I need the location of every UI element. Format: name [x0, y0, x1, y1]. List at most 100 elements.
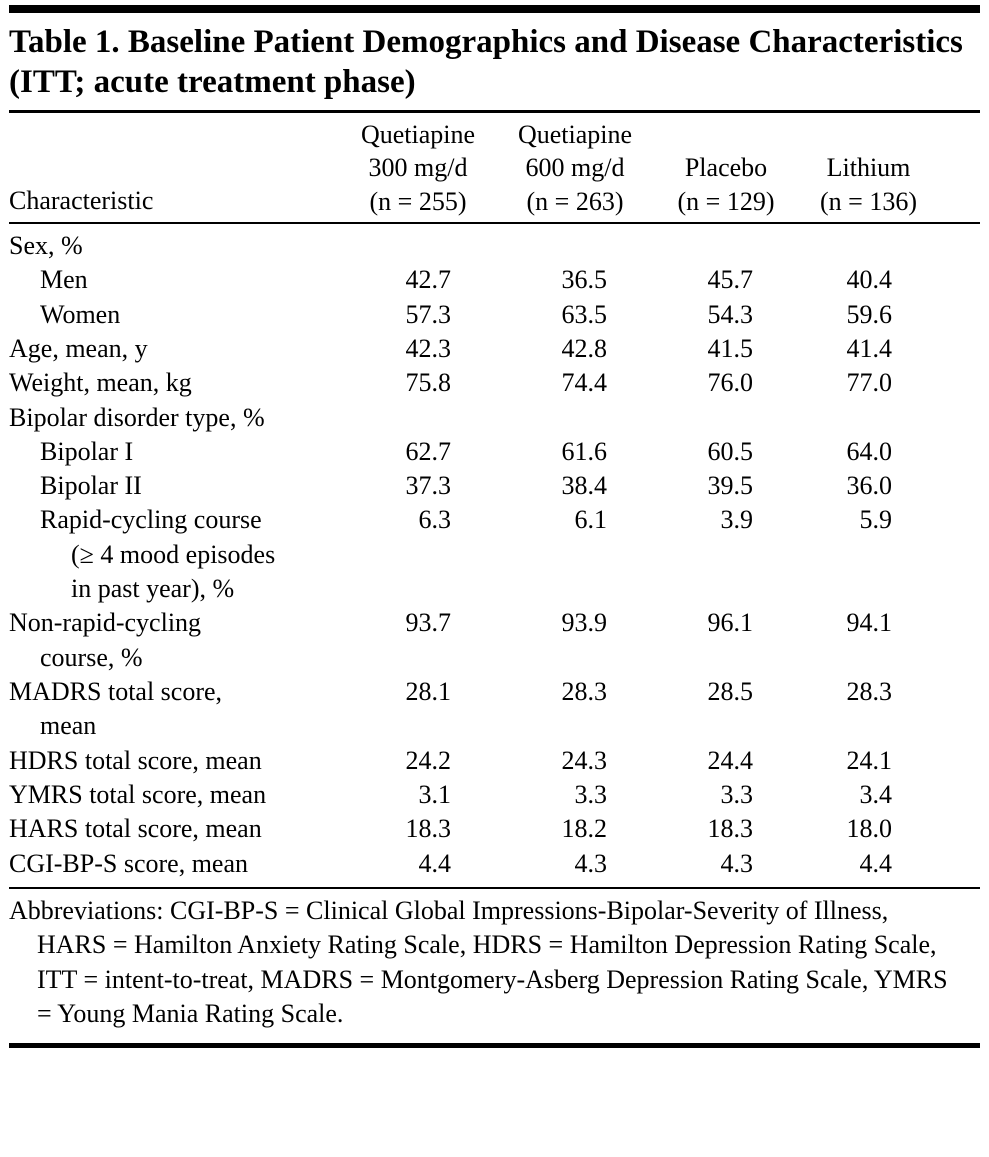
paper-page: Table 1. Baseline Patient Demographics a…	[9, 5, 980, 1049]
table-row: CGI-BP-S score, mean 4.4 4.3 4.3 4.4	[9, 847, 938, 887]
row-value: 93.9	[561, 608, 608, 638]
row-value: 4.3	[720, 848, 754, 878]
row-value: 4.3	[574, 848, 608, 878]
row-value: 5.9	[859, 505, 893, 535]
row-value: 40.4	[846, 265, 893, 295]
row-value: 28.3	[846, 677, 893, 707]
column-header-quetiapine-600: Quetiapine 600 mg/d (n = 263)	[517, 120, 633, 216]
row-value: 24.2	[405, 745, 452, 775]
row-value: 74.4	[561, 368, 608, 398]
row-value: 3.4	[859, 779, 893, 809]
row-label: MADRS total score, mean	[9, 677, 223, 741]
row-label: Weight, mean, kg	[9, 368, 192, 398]
table-row: HARS total score, mean 18.3 18.2 18.3 18.0	[9, 812, 938, 846]
row-value: 63.5	[561, 299, 608, 329]
row-value: 38.4	[561, 471, 608, 501]
table-row: Men 42.7 36.5 45.7 40.4	[9, 263, 938, 297]
row-value	[799, 401, 938, 435]
row-label: Rapid-cycling course (≥ 4 mood episodes …	[40, 505, 276, 604]
row-value: 62.7	[405, 436, 452, 466]
table-body: Sex, % Men 42.7 36.5 45.7 40.4 Women 57.3 63.5 54…	[9, 224, 938, 887]
row-value: 3.3	[720, 779, 754, 809]
row-value: 60.5	[707, 436, 754, 466]
row-value: 28.3	[561, 677, 608, 707]
table-row: Age, mean, y 42.3 42.8 41.5 41.4	[9, 332, 938, 366]
row-value: 6.1	[574, 505, 608, 535]
column-header-quetiapine-300: Quetiapine 300 mg/d (n = 255)	[360, 120, 476, 216]
row-value	[497, 401, 653, 435]
row-value: 77.0	[846, 368, 893, 398]
row-value: 4.4	[418, 848, 452, 878]
row-value: 37.3	[405, 471, 452, 501]
top-rule	[9, 5, 980, 13]
row-value: 42.7	[405, 265, 452, 295]
row-value: 24.4	[707, 745, 754, 775]
table-row: Women 57.3 63.5 54.3 59.6	[9, 298, 938, 332]
row-value: 3.1	[418, 779, 452, 809]
row-value: 76.0	[707, 368, 754, 398]
characteristic-header: Characteristic	[9, 185, 154, 215]
row-value	[339, 401, 497, 435]
row-label: Bipolar II	[40, 471, 142, 501]
row-value: 24.3	[561, 745, 608, 775]
row-label: Men	[40, 265, 88, 295]
footnote-rule	[9, 886, 980, 889]
row-value: 4.4	[859, 848, 893, 878]
header-row: Characteristic Quetiapine 300 mg/d (n = …	[9, 113, 938, 222]
table-row: MADRS total score, mean 28.1 28.3 28.5 28.3	[9, 675, 938, 744]
row-value: 24.1	[846, 745, 893, 775]
row-value: 3.3	[574, 779, 608, 809]
row-value	[799, 224, 938, 263]
row-label: Women	[40, 299, 121, 329]
row-label: Bipolar I	[40, 436, 134, 466]
row-value	[653, 224, 799, 263]
row-label: Age, mean, y	[9, 333, 148, 363]
row-value: 96.1	[707, 608, 754, 638]
row-value: 54.3	[707, 299, 754, 329]
row-label: Bipolar disorder type, %	[9, 402, 265, 432]
row-value	[653, 401, 799, 435]
row-value: 45.7	[707, 265, 754, 295]
row-value	[339, 224, 497, 263]
row-label: HDRS total score, mean	[9, 745, 262, 775]
table-title: Table 1. Baseline Patient Demographics a…	[9, 24, 963, 100]
row-value: 28.5	[707, 677, 754, 707]
row-value: 3.9	[720, 505, 754, 535]
table-row: Weight, mean, kg 75.8 74.4 76.0 77.0	[9, 366, 938, 400]
row-value: 41.4	[846, 333, 893, 363]
row-label: Non-rapid-cycling course, %	[9, 608, 202, 672]
column-header-placebo: Placebo (n = 129)	[677, 153, 775, 216]
table-body-wrap: Sex, % Men 42.7 36.5 45.7 40.4 Women 57.3 63.5 54…	[9, 224, 980, 887]
column-header-lithium: Lithium (n = 136)	[820, 153, 917, 216]
row-label: YMRS total score, mean	[9, 779, 267, 809]
row-value: 36.0	[846, 471, 893, 501]
row-value: 61.6	[561, 436, 608, 466]
row-value: 28.1	[405, 677, 452, 707]
row-label: HARS total score, mean	[9, 814, 262, 844]
table-row: Bipolar I 62.7 61.6 60.5 64.0	[9, 435, 938, 469]
demographics-table-header: Characteristic Quetiapine 300 mg/d (n = …	[9, 113, 938, 222]
row-value: 94.1	[846, 608, 893, 638]
row-value: 75.8	[405, 368, 452, 398]
row-value: 18.0	[846, 814, 893, 844]
row-value: 36.5	[561, 265, 608, 295]
row-value: 6.3	[418, 505, 452, 535]
title-rule	[9, 110, 980, 114]
table-row: Sex, %	[9, 224, 938, 263]
table-row: HDRS total score, mean 24.2 24.3 24.4 24.1	[9, 744, 938, 778]
bottom-rule	[9, 1043, 980, 1049]
row-value: 42.8	[561, 333, 608, 363]
row-value	[497, 224, 653, 263]
row-value: 59.6	[846, 299, 893, 329]
table-row: Rapid-cycling course (≥ 4 mood episodes …	[9, 503, 938, 606]
row-value: 57.3	[405, 299, 452, 329]
row-label: CGI-BP-S score, mean	[9, 848, 249, 878]
table-row: YMRS total score, mean 3.1 3.3 3.3 3.4	[9, 778, 938, 812]
header-rule	[9, 221, 980, 224]
table-row: Non-rapid-cycling course, % 93.7 93.9 96.1 9…	[9, 606, 938, 675]
table-header-wrap: Characteristic Quetiapine 300 mg/d (n = …	[9, 113, 980, 222]
row-value: 64.0	[846, 436, 893, 466]
row-value: 42.3	[405, 333, 452, 363]
row-value: 93.7	[405, 608, 452, 638]
row-label: Sex, %	[9, 230, 83, 260]
